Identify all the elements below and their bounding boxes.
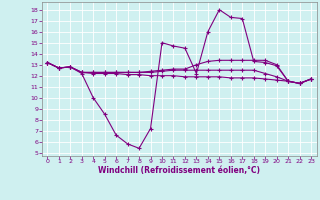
- X-axis label: Windchill (Refroidissement éolien,°C): Windchill (Refroidissement éolien,°C): [98, 166, 260, 175]
